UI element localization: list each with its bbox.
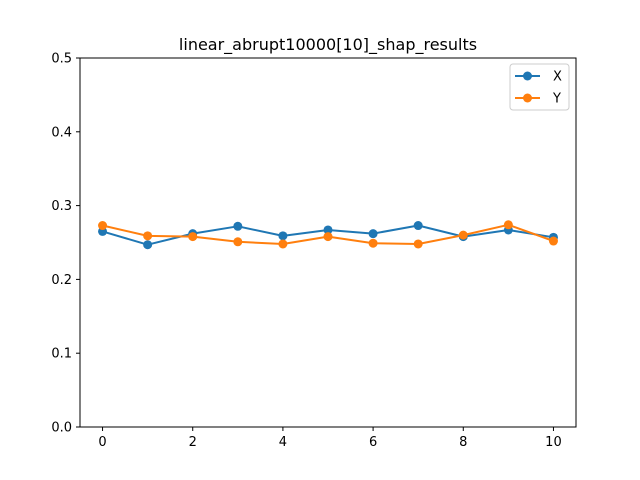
data-point-y-8 [458, 230, 468, 240]
data-point-y-4 [278, 239, 288, 249]
data-point-y-5 [323, 232, 333, 242]
data-point-x-7 [413, 221, 423, 231]
x-tick-label-6: 6 [369, 435, 377, 450]
y-tick-label-1: 0.1 [51, 347, 72, 362]
y-tick-label-2: 0.2 [51, 273, 72, 288]
data-point-y-6 [368, 238, 378, 248]
legend-marker-x [523, 71, 532, 81]
y-tick-label-3: 0.3 [51, 199, 72, 214]
legend-label-y: Y [552, 92, 561, 107]
data-point-x-5 [323, 225, 333, 235]
data-point-y-9 [503, 220, 513, 230]
x-tick-label-8: 8 [459, 435, 467, 450]
chart-title: linear_abrupt10000[10]_shap_results [179, 35, 477, 55]
data-point-y-10 [548, 236, 558, 246]
axes-layer: 0 2 4 6 8 10 0.0 0.1 0.2 0.3 0.4 0.5 [51, 52, 577, 450]
x-tick-label-4: 4 [279, 435, 287, 450]
y-tick-label-0: 0.0 [51, 421, 72, 436]
series-layer [98, 220, 558, 250]
data-point-y-7 [413, 239, 423, 249]
legend-marker-y [523, 93, 532, 103]
axes-frame [79, 57, 577, 428]
x-tick-label-2: 2 [189, 435, 197, 450]
x-tick-label-0: 0 [98, 435, 106, 450]
y-tick-label-5: 0.5 [51, 52, 72, 67]
plot-area [80, 58, 576, 427]
plot-background [80, 58, 576, 427]
data-point-y-0 [98, 221, 108, 231]
data-point-y-2 [188, 232, 198, 242]
data-point-x-1 [143, 240, 153, 250]
legend-label-x: X [553, 70, 562, 85]
data-point-x-3 [233, 221, 243, 231]
y-tick-label-4: 0.4 [51, 125, 72, 140]
legend: XY [509, 63, 570, 111]
data-point-x-6 [368, 229, 378, 239]
data-point-x-4 [278, 231, 288, 241]
data-point-y-1 [143, 231, 153, 241]
x-tick-label-10: 10 [545, 435, 562, 450]
data-point-y-3 [233, 237, 243, 247]
